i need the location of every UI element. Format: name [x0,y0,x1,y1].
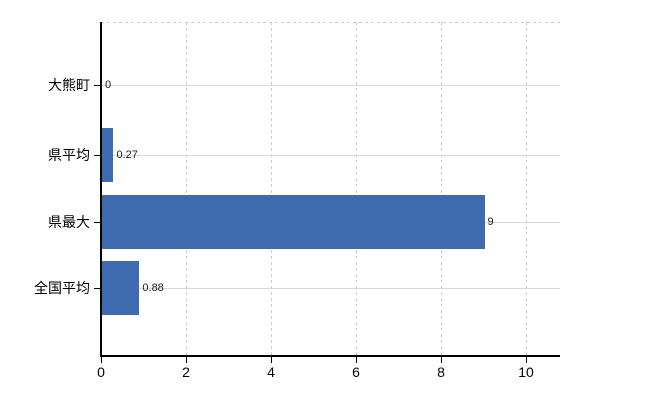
x-axis-tick-label: 6 [352,364,360,380]
category-tick-mark [94,155,100,156]
x-axis-tick-mark [101,356,102,363]
x-axis [100,355,560,357]
gridline-horizontal [101,288,560,289]
gridline-vertical [356,22,357,355]
gridline-vertical [441,22,442,355]
x-axis-tick-label: 0 [97,364,105,380]
gridline-horizontal [101,155,560,156]
category-label: 県平均 [48,147,90,163]
x-axis-tick-label: 2 [182,364,190,380]
x-axis-tick-mark [186,356,187,363]
category-label: 全国平均 [34,280,90,296]
x-axis-tick-label: 8 [437,364,445,380]
gridline-vertical [186,22,187,355]
bar[interactable] [102,261,140,315]
category-tick-mark [94,85,100,86]
category-label: 大熊町 [48,77,90,93]
gridline-vertical [526,22,527,355]
category-tick-mark [94,222,100,223]
gridline-vertical [271,22,272,355]
category-label: 県最大 [48,214,90,230]
x-axis-tick-label: 4 [267,364,275,380]
y-axis [100,22,102,356]
x-axis-tick-mark [441,356,442,363]
category-tick-mark [94,288,100,289]
value-label: 9 [487,216,494,228]
value-label: 0.27 [116,149,138,161]
value-label: 0.88 [142,282,164,294]
gridline-horizontal [101,85,560,86]
plot-top-border [101,22,560,23]
x-axis-tick-label: 10 [518,364,534,380]
x-axis-tick-mark [271,356,272,363]
x-axis-tick-mark [526,356,527,363]
x-axis-tick-mark [356,356,357,363]
bar[interactable] [102,195,485,249]
value-label: 0 [105,79,112,91]
bar[interactable] [102,128,114,182]
